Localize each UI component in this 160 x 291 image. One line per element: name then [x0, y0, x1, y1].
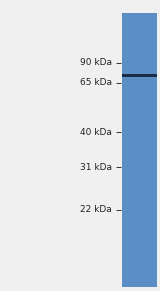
Text: 22 kDa: 22 kDa	[80, 205, 112, 214]
Bar	[122, 13, 157, 287]
Text: 40 kDa: 40 kDa	[80, 128, 112, 137]
Bar	[122, 74, 157, 77]
Text: 90 kDa: 90 kDa	[80, 58, 112, 67]
Text: 65 kDa: 65 kDa	[80, 79, 112, 87]
Text: 31 kDa: 31 kDa	[80, 163, 112, 172]
